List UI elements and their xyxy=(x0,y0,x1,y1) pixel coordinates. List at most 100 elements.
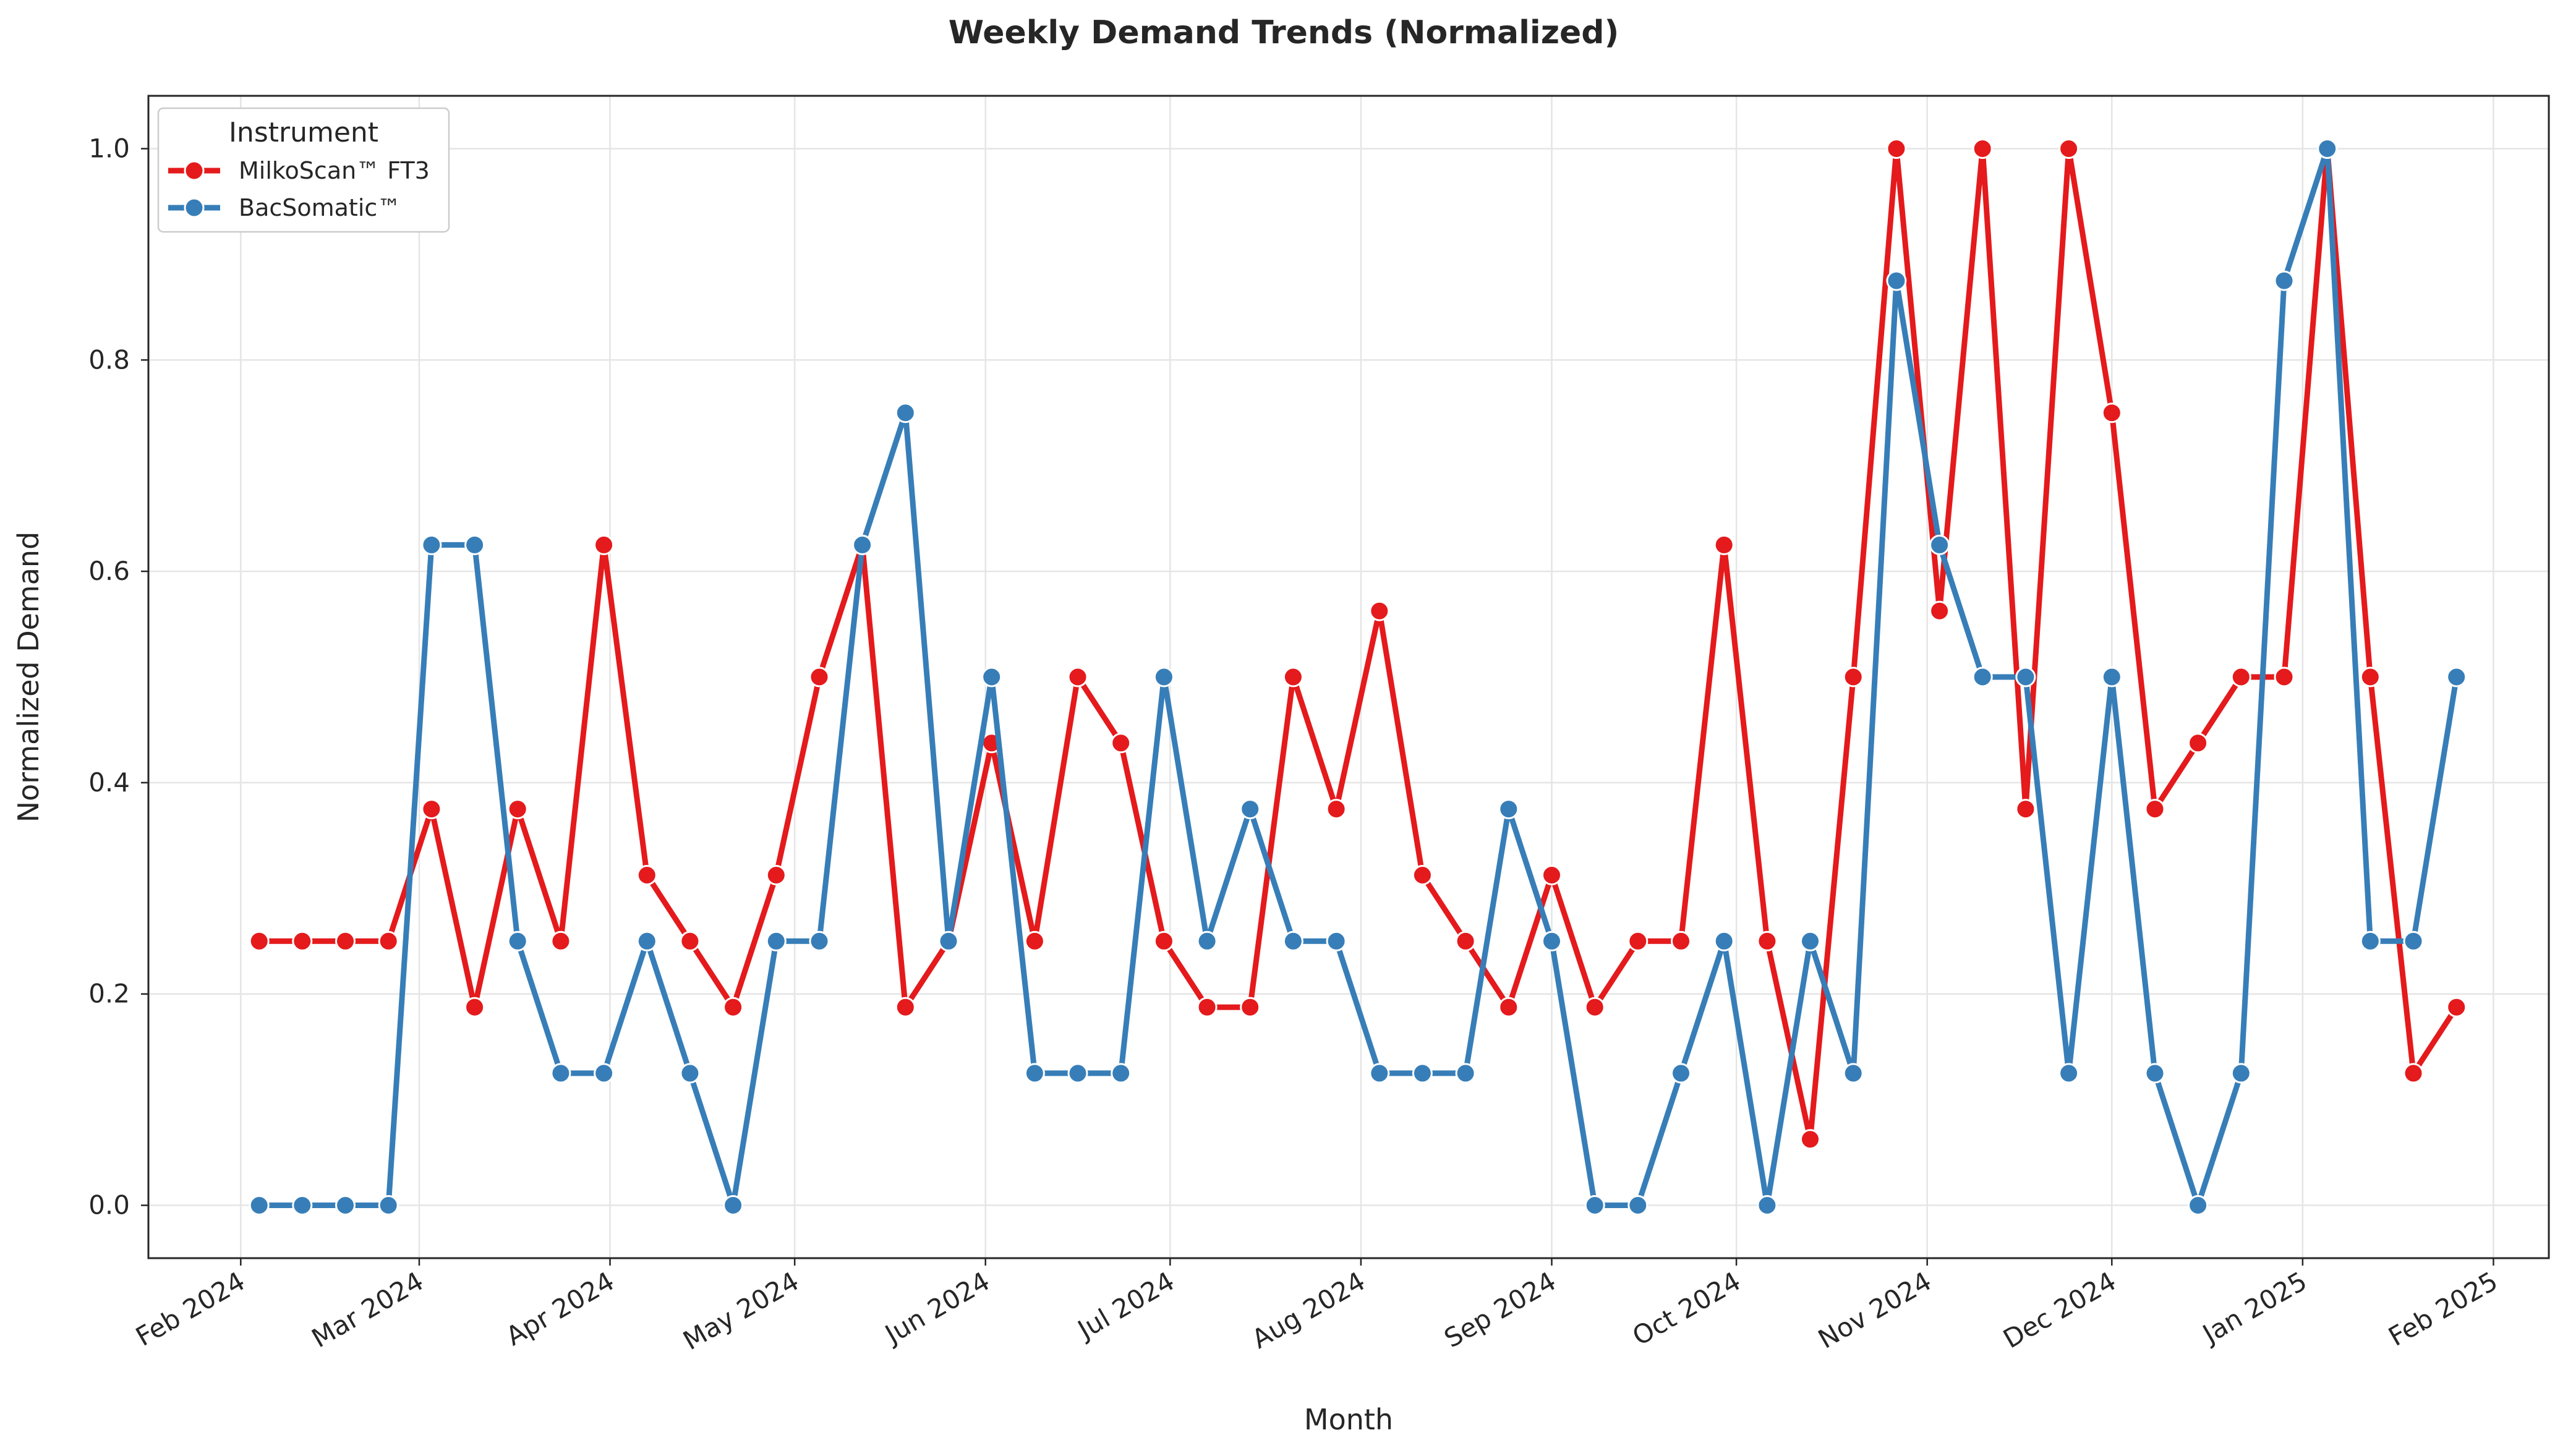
y-tick-label: 0.0 xyxy=(88,1190,130,1220)
data-point xyxy=(2317,138,2338,159)
data-point xyxy=(1412,1063,1433,1084)
data-point xyxy=(2015,666,2036,688)
data-point xyxy=(1111,733,1132,754)
data-point xyxy=(594,1063,615,1084)
data-point xyxy=(421,799,442,820)
series-line xyxy=(256,146,2460,1143)
data-point xyxy=(1757,930,1778,952)
data-point xyxy=(1369,1063,1390,1084)
legend-item-milkoscan: MilkoScan™ FT3 xyxy=(168,157,430,184)
data-point xyxy=(1498,997,1519,1018)
y-tick-label: 0.2 xyxy=(88,979,130,1009)
data-point xyxy=(1713,534,1734,555)
data-point xyxy=(2360,930,2381,952)
legend-box xyxy=(157,107,450,233)
data-point xyxy=(2144,799,2165,820)
series-line xyxy=(256,146,2460,1208)
data-point xyxy=(1584,997,1605,1018)
data-point xyxy=(292,1195,313,1215)
data-point xyxy=(1886,270,1907,291)
data-point xyxy=(2230,666,2251,688)
data-point xyxy=(1153,930,1174,952)
data-point xyxy=(1326,930,1347,952)
data-point xyxy=(1929,600,1950,621)
data-point xyxy=(2446,666,2467,688)
data-point xyxy=(292,930,313,952)
data-point xyxy=(594,534,615,555)
series-1 xyxy=(249,138,2467,1215)
data-point xyxy=(809,930,830,952)
data-point xyxy=(1843,1063,1864,1084)
data-point xyxy=(1455,1063,1476,1084)
data-point xyxy=(1412,865,1433,885)
data-point xyxy=(2403,1063,2424,1084)
data-point xyxy=(507,799,528,820)
y-tick-label: 0.6 xyxy=(88,556,130,586)
data-point xyxy=(1800,930,1820,952)
data-point xyxy=(1886,138,1907,159)
data-point xyxy=(2188,1195,2209,1215)
data-point xyxy=(2360,666,2381,688)
data-point xyxy=(1972,666,1993,688)
data-point xyxy=(981,666,1002,688)
data-point xyxy=(464,534,485,555)
data-point xyxy=(2230,1063,2251,1084)
data-point xyxy=(1153,666,1174,688)
data-point xyxy=(1542,930,1562,952)
y-tick-label: 0.8 xyxy=(88,344,130,375)
data-point xyxy=(1671,930,1691,952)
x-axis-label: Month xyxy=(1304,1403,1393,1436)
plot-area xyxy=(249,138,2467,1215)
data-point xyxy=(636,930,657,952)
data-point xyxy=(2188,733,2209,754)
data-point xyxy=(1240,997,1261,1018)
data-point xyxy=(680,1063,701,1084)
data-point xyxy=(1282,666,1303,688)
data-point xyxy=(809,666,830,688)
legend-label-bacsomatic: BacSomatic™ xyxy=(239,194,401,221)
y-axis-label: Normalized Demand xyxy=(12,532,45,823)
data-point xyxy=(1240,799,1261,820)
data-point xyxy=(1671,1063,1691,1084)
data-point xyxy=(1282,930,1303,952)
data-point xyxy=(895,402,916,424)
data-point xyxy=(1369,600,1390,621)
data-point xyxy=(2015,799,2036,820)
data-point xyxy=(2144,1063,2165,1084)
data-point xyxy=(852,534,873,555)
data-point xyxy=(1843,666,1864,688)
data-point xyxy=(2058,1063,2080,1084)
plot-frame xyxy=(147,95,2550,1259)
data-point xyxy=(335,930,356,952)
data-point xyxy=(2058,138,2080,159)
data-point xyxy=(1542,865,1562,885)
data-point xyxy=(2446,997,2467,1018)
y-tick-label: 1.0 xyxy=(88,133,130,163)
data-point xyxy=(378,1195,399,1215)
data-point xyxy=(1067,666,1088,688)
data-point xyxy=(1455,930,1476,952)
data-point xyxy=(335,1195,356,1215)
data-point xyxy=(2101,666,2122,688)
data-point xyxy=(766,930,787,952)
data-point xyxy=(1757,1195,1778,1215)
data-point xyxy=(1800,1129,1820,1150)
data-point xyxy=(2274,270,2295,291)
legend-marker-milkoscan xyxy=(184,160,205,181)
data-point xyxy=(507,930,528,952)
data-point xyxy=(766,865,787,885)
data-point xyxy=(1584,1195,1605,1215)
data-point xyxy=(680,930,701,952)
data-point xyxy=(1972,138,1993,159)
data-point xyxy=(550,1063,571,1084)
data-point xyxy=(1326,799,1347,820)
data-point xyxy=(1627,1195,1649,1215)
data-point xyxy=(636,865,657,885)
legend: Instrument MilkoScan™ FT3 BacSomatic™ xyxy=(157,107,450,233)
legend-title: Instrument xyxy=(229,117,378,148)
data-point xyxy=(2274,666,2295,688)
data-point xyxy=(2403,930,2424,952)
data-point xyxy=(1024,1063,1045,1084)
data-point xyxy=(723,1195,744,1215)
